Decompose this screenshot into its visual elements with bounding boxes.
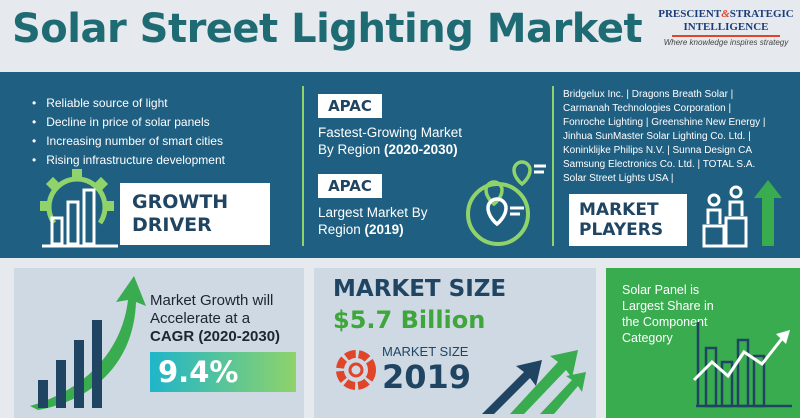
market-size-title: MARKET SIZE xyxy=(333,276,507,302)
market-size-sub-label: MARKET SIZE xyxy=(382,344,469,359)
largest-region-line2: Region (2019) xyxy=(318,222,404,237)
largest-region-line1: Largest Market By xyxy=(318,205,428,220)
fastest-region-line2: By Region (2020-2030) xyxy=(318,142,458,157)
list-item: Rising infrastructure development xyxy=(32,151,225,170)
list-item: Decline in price of solar panels xyxy=(32,113,225,132)
band-divider-2 xyxy=(552,86,554,246)
logo-divider xyxy=(672,35,780,37)
pie-chart-icon xyxy=(336,350,376,390)
page-title: Solar Street Lighting Market xyxy=(12,6,643,52)
market-players-label: MARKET PLAYERS xyxy=(569,194,687,246)
list-item: Carmanah Technologies Corporation | xyxy=(563,103,732,114)
largest-region-tag: APAC xyxy=(318,174,382,198)
gear-icon xyxy=(40,169,114,225)
component-text: Solar Panel is Largest Share in the Comp… xyxy=(622,283,714,345)
fastest-region-tag: APAC xyxy=(318,94,382,118)
market-players-label-line2: PLAYERS xyxy=(579,220,664,240)
line-chart-icon xyxy=(692,322,792,408)
logo-line2: INTELLIGENCE xyxy=(683,21,769,33)
growth-driver-list: Reliable source of light Decline in pric… xyxy=(32,94,225,170)
largest-region-text: Largest Market By Region (2019) xyxy=(318,204,428,238)
market-size-year: 2019 xyxy=(382,358,472,396)
list-item: Bridgelux Inc. | Dragons Breath Solar | xyxy=(563,89,734,100)
market-size-panel xyxy=(314,268,596,418)
list-item: Jinhua SunMaster Solar Lighting Co. Ltd.… xyxy=(563,131,751,142)
market-size-value: $5.7 Billion xyxy=(333,306,486,334)
podium-people-icon xyxy=(702,180,782,248)
company-logo: PRESCIENT&STRATEGIC INTELLIGENCE Where k… xyxy=(658,8,794,66)
cagr-value: 9.4% xyxy=(150,352,296,392)
bar-chart-icon xyxy=(42,188,118,248)
list-item: Reliable source of light xyxy=(32,94,225,113)
map-pin-icon xyxy=(466,160,546,246)
logo-line1: PRESCIENT&STRATEGIC xyxy=(658,8,794,20)
market-players-label-line1: MARKET xyxy=(579,200,659,220)
list-item: Increasing number of smart cities xyxy=(32,132,225,151)
cagr-description: Market Growth will Accelerate at a CAGR … xyxy=(150,292,280,346)
band-divider-1 xyxy=(302,86,304,246)
logo-tagline: Where knowledge inspires strategy xyxy=(663,38,789,47)
list-item: Koninklijke Philips N.V. | Sunna Design … xyxy=(563,145,752,156)
growth-arrow-icon xyxy=(30,276,146,410)
component-panel xyxy=(606,268,800,418)
growth-driver-label: GROWTH DRIVER xyxy=(120,183,270,245)
list-item: Fonroche Lighting | Greenshine New Energ… xyxy=(563,117,766,128)
list-item: Samsung Electronics Co. Ltd. | TOTAL S.A… xyxy=(563,159,756,170)
cagr-line2: Accelerate at a xyxy=(150,310,251,327)
growth-arrows-icon xyxy=(482,350,586,414)
growth-driver-label-line1: GROWTH xyxy=(132,191,229,213)
fastest-region-line1: Fastest-Growing Market xyxy=(318,125,463,140)
market-players-list: Bridgelux Inc. | Dragons Breath Solar | … xyxy=(563,88,793,186)
cagr-line1: Market Growth will xyxy=(150,292,274,309)
list-item: Solar Street Lights USA | xyxy=(563,173,674,184)
growth-driver-label-line2: DRIVER xyxy=(132,214,212,236)
fastest-region-text: Fastest-Growing Market By Region (2020-2… xyxy=(318,124,462,158)
cagr-line3: CAGR (2020-2030) xyxy=(150,328,281,345)
